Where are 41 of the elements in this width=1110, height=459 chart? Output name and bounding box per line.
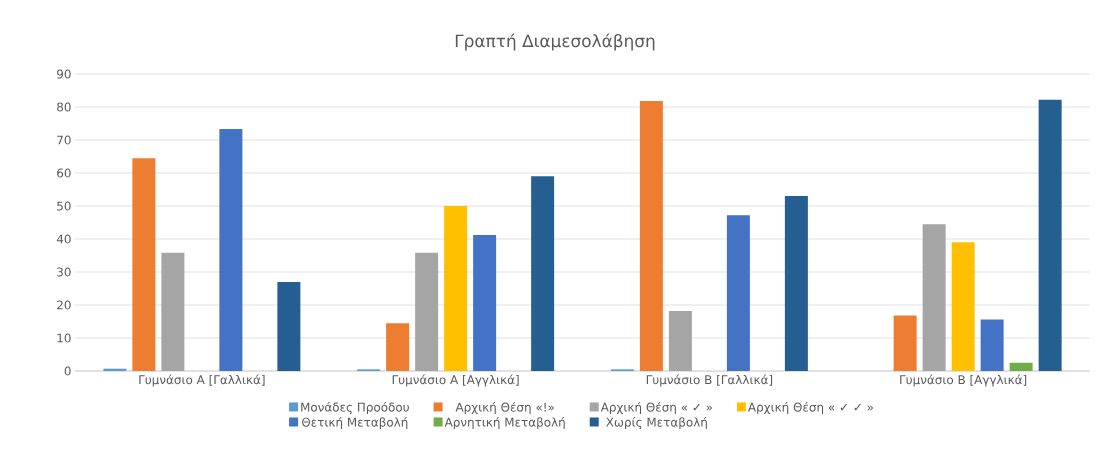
legend-label: Θετική Μεταβολή [302, 416, 408, 429]
x-tick-label: Γυμνάσιο Α [Αγγλικά] [392, 374, 519, 387]
legend-label: Αρνητική Μεταβολή [444, 416, 565, 429]
bar [1009, 362, 1033, 371]
y-tick-label: 50 [57, 201, 71, 211]
bar [277, 281, 301, 371]
y-tick-label: 10 [57, 333, 71, 343]
legend-label: Αρχική Θέση «!» [455, 401, 554, 414]
bar [219, 129, 243, 371]
x-tick-label: Γυμνάσιο Β [Αγγλικά] [900, 374, 1027, 387]
y-tick-label: 90 [57, 69, 71, 79]
bar [1038, 99, 1062, 371]
bar [668, 310, 692, 371]
bar [161, 252, 185, 371]
bar [444, 206, 468, 371]
bar [531, 176, 555, 371]
y-tick-label: 70 [57, 135, 71, 145]
bar [473, 235, 497, 371]
legend-label: Αρχική Θέση « ✓ ✓ » [748, 401, 874, 414]
bar [639, 101, 663, 371]
x-tick-label: Γυμνάσιο Α [Γαλλικά] [139, 374, 265, 387]
bar [951, 242, 975, 371]
y-tick-label: 60 [57, 168, 71, 178]
legend-label: Χωρίς Μεταβολή [606, 416, 707, 430]
legend-label: Αρχική Θέση « ✓ » [600, 401, 712, 414]
bar [415, 252, 439, 371]
bar [893, 315, 917, 371]
legend-label: Μονάδες Προόδου [301, 401, 409, 414]
y-tick-label: 30 [57, 267, 71, 277]
y-tick-label: 20 [57, 300, 71, 310]
bar [726, 215, 750, 371]
bar [386, 323, 410, 371]
x-tick-label: Γυμνάσιο Β [Γαλλικά] [646, 374, 773, 387]
y-tick-label: 80 [57, 102, 71, 112]
bar [922, 224, 946, 371]
chart-title: Γραπτή Διαμεσολάβηση [455, 33, 655, 51]
y-tick-label: 0 [64, 366, 71, 376]
bar [980, 319, 1004, 371]
bar [132, 158, 156, 371]
y-tick-label: 40 [56, 234, 71, 244]
bar [784, 196, 808, 371]
